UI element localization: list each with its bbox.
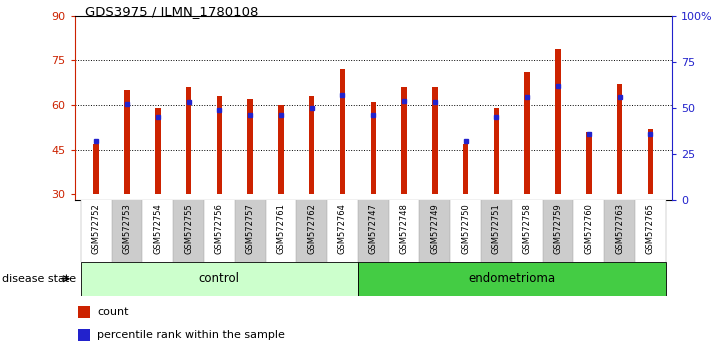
- Bar: [173, 200, 204, 262]
- Bar: [124, 90, 130, 194]
- Bar: [419, 200, 450, 262]
- Bar: [278, 105, 284, 194]
- Text: GSM572758: GSM572758: [523, 203, 532, 254]
- Text: GSM572750: GSM572750: [461, 203, 470, 254]
- Bar: [81, 200, 112, 262]
- Bar: [204, 200, 235, 262]
- Text: percentile rank within the sample: percentile rank within the sample: [97, 330, 285, 340]
- Text: GSM572765: GSM572765: [646, 203, 655, 254]
- Bar: [401, 87, 407, 194]
- Bar: [296, 200, 327, 262]
- Text: GSM572747: GSM572747: [369, 203, 378, 254]
- Bar: [555, 48, 561, 194]
- Bar: [586, 132, 592, 194]
- Text: GSM572764: GSM572764: [338, 203, 347, 254]
- Bar: [112, 200, 142, 262]
- Bar: [481, 200, 512, 262]
- Bar: [370, 102, 376, 194]
- Bar: [432, 87, 437, 194]
- Bar: [77, 329, 90, 342]
- Bar: [81, 262, 358, 296]
- Bar: [93, 144, 99, 194]
- Text: GSM572748: GSM572748: [400, 203, 409, 254]
- Bar: [186, 87, 191, 194]
- Bar: [542, 200, 573, 262]
- Bar: [604, 200, 635, 262]
- Text: GSM572753: GSM572753: [122, 203, 132, 254]
- Bar: [463, 144, 469, 194]
- Text: GSM572762: GSM572762: [307, 203, 316, 254]
- Bar: [635, 200, 665, 262]
- Bar: [493, 108, 499, 194]
- Bar: [450, 200, 481, 262]
- Text: control: control: [199, 272, 240, 285]
- Text: GSM572763: GSM572763: [615, 203, 624, 254]
- Bar: [235, 200, 265, 262]
- Bar: [340, 69, 346, 194]
- Text: count: count: [97, 307, 129, 317]
- Text: GSM572760: GSM572760: [584, 203, 593, 254]
- Text: GSM572755: GSM572755: [184, 203, 193, 254]
- Text: GSM572754: GSM572754: [154, 203, 162, 254]
- Bar: [327, 200, 358, 262]
- Bar: [309, 96, 314, 194]
- Text: GSM572756: GSM572756: [215, 203, 224, 254]
- Bar: [512, 200, 542, 262]
- Text: GSM572759: GSM572759: [553, 203, 562, 254]
- Text: GSM572761: GSM572761: [277, 203, 285, 254]
- Bar: [389, 200, 419, 262]
- Bar: [155, 108, 161, 194]
- Bar: [265, 200, 296, 262]
- Bar: [616, 84, 622, 194]
- Text: GSM572751: GSM572751: [492, 203, 501, 254]
- Text: GSM572749: GSM572749: [430, 203, 439, 254]
- Bar: [358, 262, 665, 296]
- Bar: [77, 306, 90, 319]
- Bar: [217, 96, 222, 194]
- Text: GSM572752: GSM572752: [92, 203, 101, 254]
- Bar: [573, 200, 604, 262]
- Text: GDS3975 / ILMN_1780108: GDS3975 / ILMN_1780108: [85, 5, 259, 18]
- Text: endometrioma: endometrioma: [469, 272, 555, 285]
- Bar: [525, 72, 530, 194]
- Text: disease state: disease state: [2, 274, 76, 284]
- Bar: [247, 99, 253, 194]
- Bar: [142, 200, 173, 262]
- Bar: [648, 129, 653, 194]
- Bar: [358, 200, 389, 262]
- Text: GSM572757: GSM572757: [245, 203, 255, 254]
